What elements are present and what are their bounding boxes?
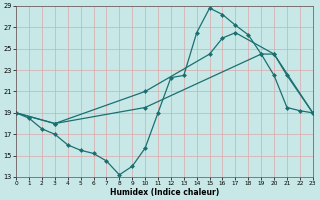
X-axis label: Humidex (Indice chaleur): Humidex (Indice chaleur) (110, 188, 219, 197)
